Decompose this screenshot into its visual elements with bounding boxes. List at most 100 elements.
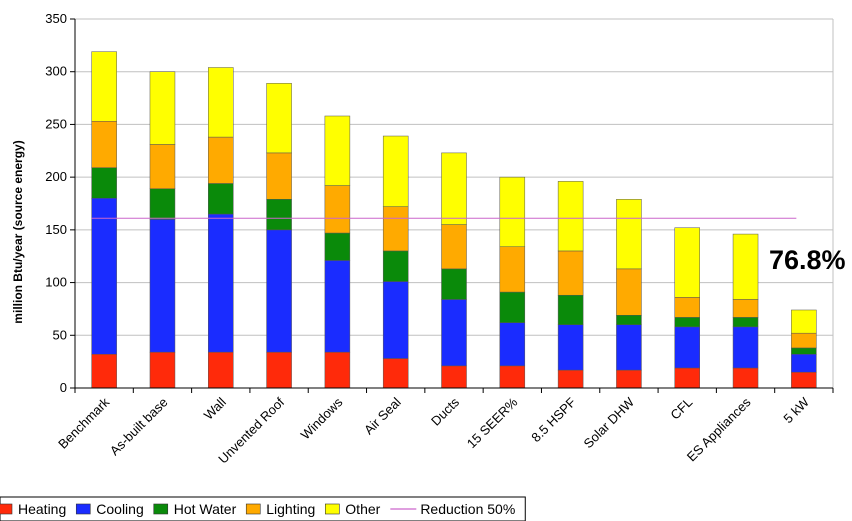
x-tick-label: 5 kW xyxy=(780,394,812,426)
bar-segment-other xyxy=(616,199,642,270)
x-tick-label: Windows xyxy=(298,394,346,442)
bar-segment-lighting xyxy=(791,332,817,349)
bar-segment-hot-water xyxy=(557,294,584,325)
bar-segment-heating xyxy=(91,354,117,389)
legend-label: Reduction 50% xyxy=(420,501,515,517)
bar-segment-other xyxy=(557,181,584,252)
bar-segment-cooling xyxy=(732,326,759,369)
bar-segment-other xyxy=(791,309,817,334)
legend-label: Other xyxy=(345,501,380,517)
bar-segment-hot-water xyxy=(324,232,351,261)
y-tick-label: 150 xyxy=(45,222,67,237)
bar-segment-lighting xyxy=(441,224,467,270)
x-tick-label: 8.5 HSPF xyxy=(528,394,578,444)
y-tick-label: 100 xyxy=(45,275,67,290)
x-tick-label: CFL xyxy=(667,395,695,423)
bar-segment-other xyxy=(266,83,292,154)
bar-segment-lighting xyxy=(208,136,234,184)
bar-segment-other xyxy=(91,51,117,122)
legend-label: Heating xyxy=(18,501,66,517)
bar-segment-heating xyxy=(557,369,584,389)
bar-segment-other xyxy=(382,135,409,207)
bar-segment-hot-water xyxy=(732,317,759,328)
bar-segment-cooling xyxy=(324,260,351,353)
bar-segment-other xyxy=(499,176,526,247)
bar-segment-heating xyxy=(732,367,759,389)
bar-segment-hot-water xyxy=(791,347,817,355)
legend-label: Hot Water xyxy=(174,501,237,517)
bar-segment-hot-water xyxy=(616,315,642,325)
x-tick-label: Wall xyxy=(201,394,229,422)
y-tick-label: 250 xyxy=(45,116,67,131)
reduction-percent-annotation: 76.8% xyxy=(769,245,846,275)
bar-segment-cooling xyxy=(91,197,117,355)
bar-segment-cooling xyxy=(441,299,467,367)
bar-segment-lighting xyxy=(674,297,700,318)
bar-segment-heating xyxy=(382,358,409,389)
y-tick-label: 200 xyxy=(45,169,67,184)
y-axis: 0 50 100 150 200 250 300 350 xyxy=(45,11,834,395)
x-tick-label: As-built base xyxy=(107,395,171,459)
legend-swatch xyxy=(0,503,13,515)
bar-segment-cooling xyxy=(791,354,817,373)
bar-segment-cooling xyxy=(557,324,584,371)
bar-segment-other xyxy=(324,115,351,186)
bar-segment-lighting xyxy=(382,206,409,252)
bar-segment-cooling xyxy=(382,281,409,359)
bar-segment-lighting xyxy=(732,299,759,318)
bar-segment-hot-water xyxy=(266,199,292,231)
bar-segment-cooling xyxy=(149,219,176,353)
bar-segment-other xyxy=(441,152,467,225)
x-tick-label: 15 SEER% xyxy=(464,394,521,451)
bar-segment-heating xyxy=(499,365,526,389)
legend-label: Cooling xyxy=(96,501,143,517)
y-tick-label: 350 xyxy=(45,11,67,26)
x-tick-label: Solar DHW xyxy=(580,394,637,451)
bar-segment-hot-water xyxy=(674,317,700,328)
bar-segment-other xyxy=(208,67,234,138)
bar-segment-lighting xyxy=(324,185,351,234)
bar-segment-cooling xyxy=(499,322,526,367)
bar-segment-other xyxy=(674,227,700,298)
x-tick-label: Benchmark xyxy=(55,394,112,451)
bar-segment-heating xyxy=(616,369,642,389)
bar-segment-hot-water xyxy=(91,167,117,199)
bar-segment-other xyxy=(732,233,759,300)
legend: Heating Cooling Hot Water Lighting Other Redu… xyxy=(0,496,526,521)
bar-segment-hot-water xyxy=(149,188,176,220)
x-tick-label: Air Seal xyxy=(361,394,404,437)
legend-swatch xyxy=(245,503,261,515)
x-tick-label: Ducts xyxy=(428,394,462,428)
bar-segment-lighting xyxy=(266,152,292,200)
legend-swatch xyxy=(153,503,169,515)
legend-swatch xyxy=(75,503,91,515)
bar-segment-hot-water xyxy=(382,250,409,282)
bar-segment-lighting xyxy=(91,121,117,168)
y-axis-label: million Btu/year (source energy) xyxy=(11,140,25,323)
y-tick-label: 0 xyxy=(60,380,67,395)
bar-segment-hot-water xyxy=(441,268,467,300)
bar-segment-lighting xyxy=(557,250,584,296)
bars xyxy=(91,51,817,389)
legend-swatch xyxy=(324,503,340,515)
bar-segment-heating xyxy=(324,351,351,389)
bar-segment-cooling xyxy=(616,324,642,371)
bar-segment-cooling xyxy=(674,326,700,369)
bar-segment-heating xyxy=(441,365,467,389)
bar-segment-lighting xyxy=(499,246,526,293)
bar-segment-lighting xyxy=(149,144,176,189)
bar-segment-lighting xyxy=(616,268,642,316)
bar-segment-heating xyxy=(208,351,234,389)
bar-segment-hot-water xyxy=(208,183,234,215)
legend-label: Lighting xyxy=(266,501,315,517)
bar-segment-heating xyxy=(674,367,700,389)
bar-segment-heating xyxy=(149,351,176,389)
bar-segment-cooling xyxy=(266,229,292,353)
bar-segment-heating xyxy=(266,351,292,389)
bar-segment-other xyxy=(149,71,176,145)
bar-segment-hot-water xyxy=(499,291,526,323)
y-tick-label: 300 xyxy=(45,64,67,79)
y-tick-label: 50 xyxy=(53,327,67,342)
